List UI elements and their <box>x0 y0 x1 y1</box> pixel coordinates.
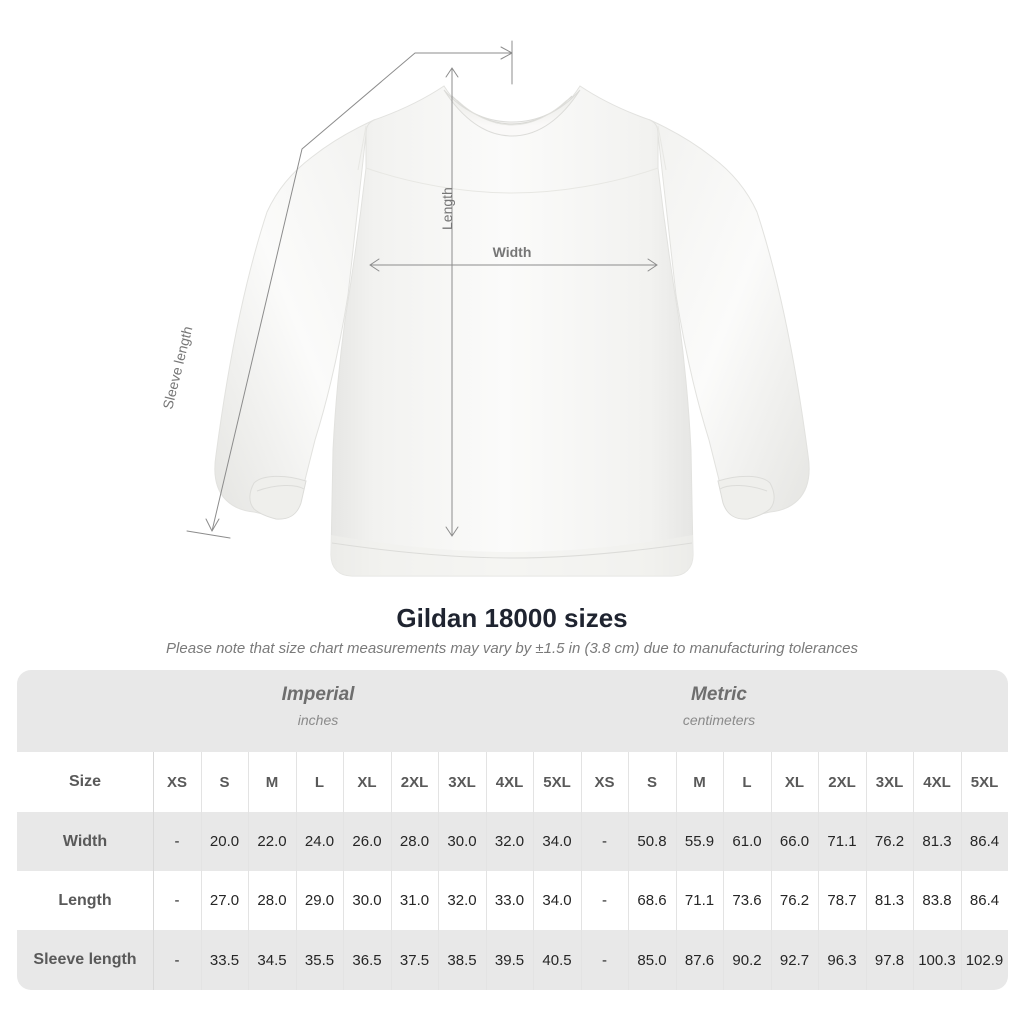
svg-text:Width: Width <box>493 244 532 260</box>
svg-text:Length: Length <box>439 187 455 230</box>
svg-text:Sleeve length: Sleeve length <box>159 325 195 411</box>
